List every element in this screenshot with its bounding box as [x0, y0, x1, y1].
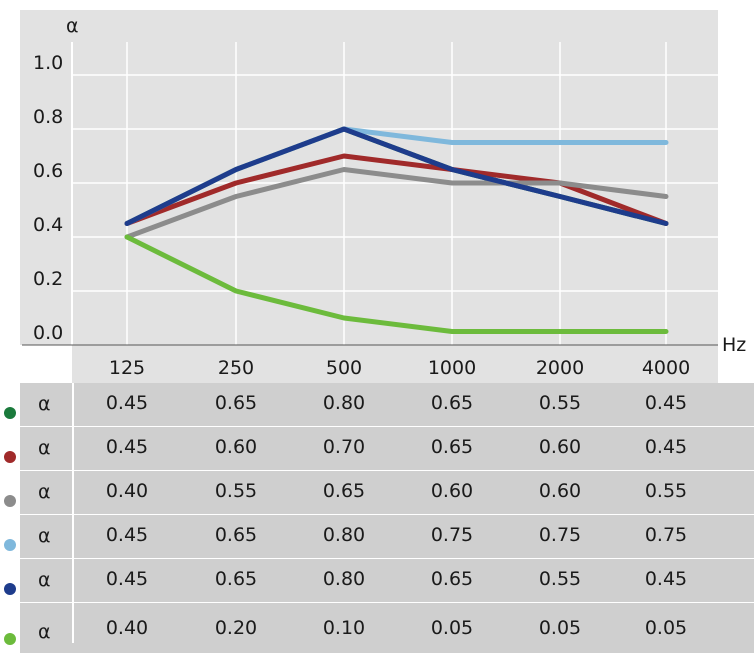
- row-band: [20, 515, 754, 558]
- series-dot: [4, 407, 16, 419]
- table-cell: 0.65: [214, 524, 258, 546]
- series-dot: [4, 633, 16, 645]
- row-symbol: α: [38, 621, 51, 643]
- table-cell: 0.45: [105, 436, 149, 458]
- table-cell: 0.55: [644, 480, 688, 502]
- y-tick-label: 0.2: [33, 268, 63, 290]
- table-cell: 0.05: [538, 617, 582, 639]
- table-cell: 0.65: [322, 480, 366, 502]
- table-cell: 0.45: [105, 524, 149, 546]
- table-cell: 0.60: [430, 480, 474, 502]
- table-cell: 0.75: [430, 524, 474, 546]
- row-band: [20, 383, 754, 426]
- y-axis-label: α: [66, 15, 79, 37]
- row-symbol: α: [38, 481, 51, 503]
- table-cell: 0.65: [214, 392, 258, 414]
- table-cell: 0.05: [430, 617, 474, 639]
- table-cell: 0.45: [644, 436, 688, 458]
- series-line: [124, 234, 669, 334]
- row-band: [20, 559, 754, 602]
- series-dot: [4, 539, 16, 551]
- table-separator: [72, 383, 74, 643]
- table-cell: 0.45: [644, 568, 688, 590]
- table-cell: 0.55: [538, 568, 582, 590]
- table-cell: 0.60: [538, 480, 582, 502]
- plot-background: [20, 10, 718, 383]
- series-dot: [4, 495, 16, 507]
- table-cell: 0.20: [214, 617, 258, 639]
- series-line: [124, 153, 669, 226]
- table-cell: 0.05: [644, 617, 688, 639]
- table-cell: 0.70: [322, 436, 366, 458]
- table-cell: 0.55: [538, 392, 582, 414]
- table-row: α 0.45 0.60 0.70 0.65 0.60 0.45: [0, 427, 754, 471]
- table-cell: 0.55: [214, 480, 258, 502]
- table-cell: 0.40: [105, 617, 149, 639]
- row-band: [20, 471, 754, 514]
- table-cell: 0.75: [644, 524, 688, 546]
- series-line: [124, 126, 669, 226]
- y-tick-label: 0.8: [33, 106, 63, 128]
- table-cell: 0.65: [214, 568, 258, 590]
- table-row: α 0.45 0.65 0.80 0.65 0.55 0.45: [0, 559, 754, 603]
- values-table: α 0.45 0.65 0.80 0.65 0.55 0.45 α 0.45 0.60 0.70 0.…: [0, 383, 754, 653]
- y-tick-label: 0.0: [33, 322, 63, 344]
- absorption-chart: 0.0 0.2 0.4 0.6 0.8 1.0α Hz 125 250 500 1000 2000 40…: [20, 10, 746, 383]
- table-row: α 0.40 0.20 0.10 0.05 0.05 0.05: [0, 603, 754, 653]
- series-dot: [4, 583, 16, 595]
- x-tick-label: 250: [218, 357, 254, 379]
- table-cell: 0.80: [322, 392, 366, 414]
- table-cell: 0.45: [105, 568, 149, 590]
- table-row: α 0.45 0.65 0.80 0.75 0.75 0.75: [0, 515, 754, 559]
- x-tick-label: 4000: [642, 357, 690, 379]
- row-symbol: α: [38, 569, 51, 591]
- table-cell: 0.45: [105, 392, 149, 414]
- table-cell: 0.65: [430, 436, 474, 458]
- x-tick-label: 500: [326, 357, 362, 379]
- series-line: [124, 167, 669, 240]
- x-tick-label: 1000: [428, 357, 476, 379]
- table-cell: 0.60: [538, 436, 582, 458]
- x-tick-label: 2000: [536, 357, 584, 379]
- table-cell: 0.80: [322, 568, 366, 590]
- row-symbol: α: [38, 393, 51, 415]
- table-cell: 0.60: [214, 436, 258, 458]
- table-cell: 0.45: [644, 392, 688, 414]
- table-cell: 0.40: [105, 480, 149, 502]
- table-row: α 0.45 0.65 0.80 0.65 0.55 0.45: [0, 383, 754, 427]
- table-cell: 0.65: [430, 392, 474, 414]
- table-cell: 0.65: [430, 568, 474, 590]
- series-dot: [4, 451, 16, 463]
- row-band: [20, 427, 754, 470]
- y-tick-label: 0.4: [33, 214, 63, 236]
- table-row: α 0.40 0.55 0.65 0.60 0.60 0.55: [0, 471, 754, 515]
- table-cell: 0.10: [322, 617, 366, 639]
- y-tick-label: 0.6: [33, 160, 63, 182]
- table-cell: 0.80: [322, 524, 366, 546]
- x-tick-label: 125: [109, 357, 145, 379]
- row-symbol: α: [38, 437, 51, 459]
- table-cell: 0.75: [538, 524, 582, 546]
- label-strip: [20, 345, 72, 383]
- x-axis-label: Hz: [722, 334, 746, 356]
- row-symbol: α: [38, 525, 51, 547]
- y-tick-label: 1.0: [33, 52, 63, 74]
